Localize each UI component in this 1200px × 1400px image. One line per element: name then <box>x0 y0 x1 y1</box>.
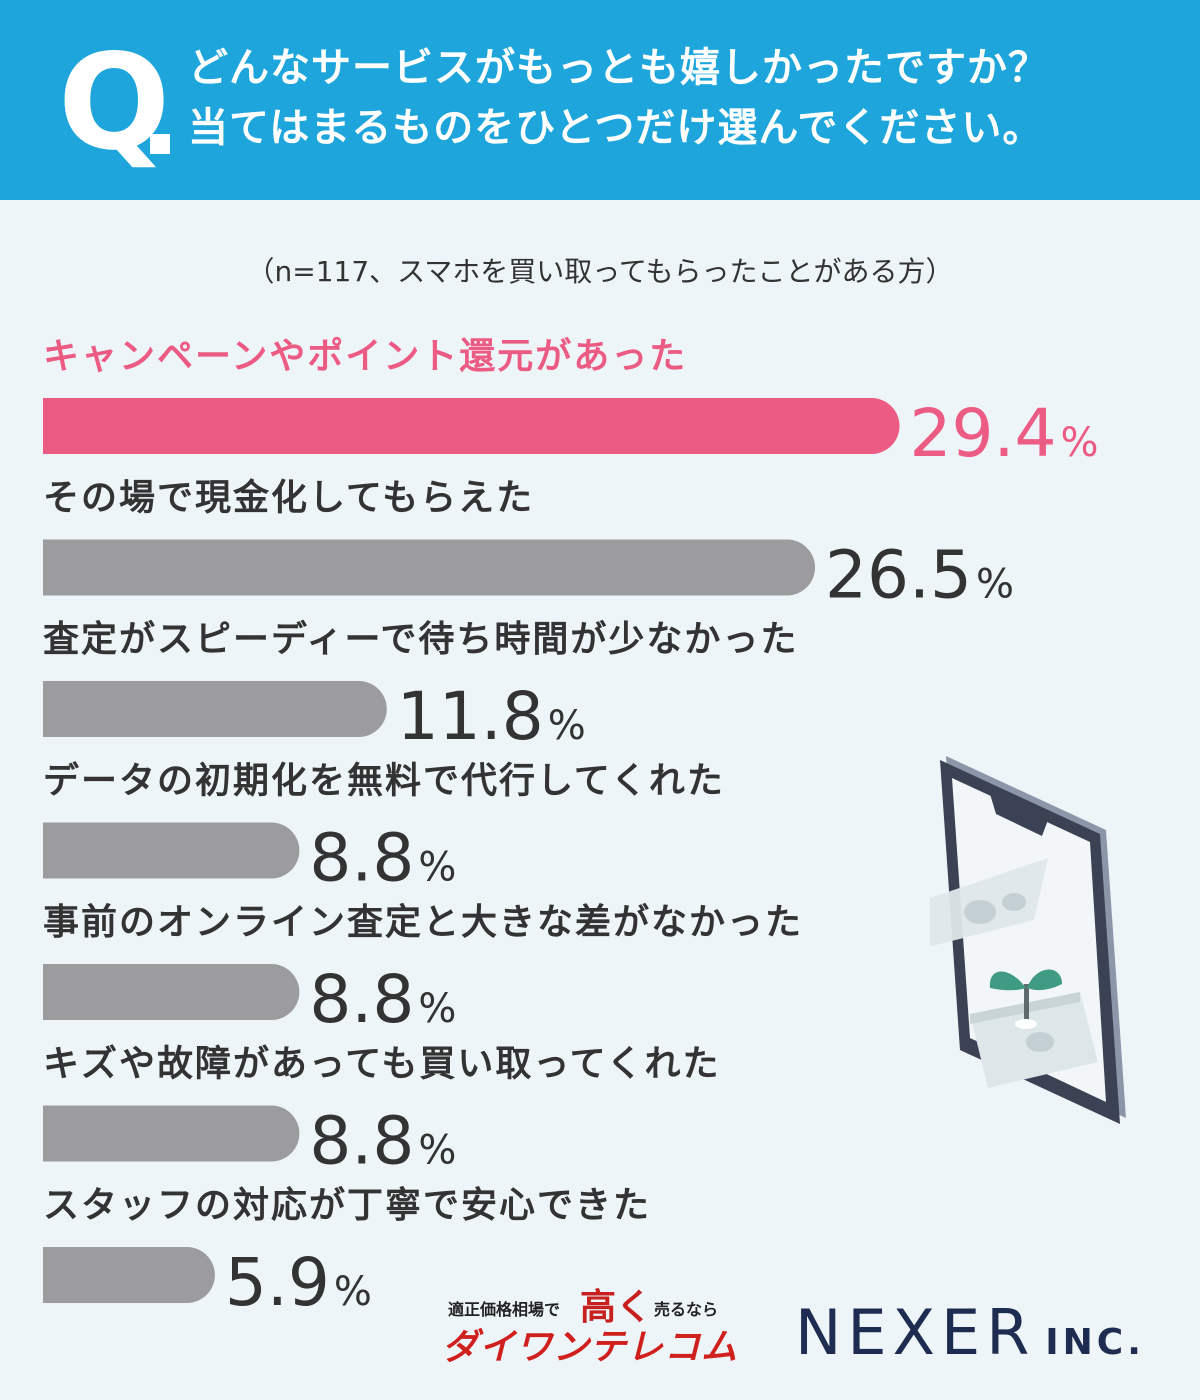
nexer-brand-suffix: INC. <box>1045 1322 1145 1363</box>
category-label-2: その場で現金化してもらえた <box>43 477 534 519</box>
bar-1 <box>43 398 900 454</box>
daiwan-tagline-emphasis: 高く <box>580 1286 653 1328</box>
question-line-1: どんなサービスがもっとも嬉しかったですか？ <box>188 45 1049 91</box>
nexer-logo: NEXER INC. <box>795 1296 1145 1369</box>
value-label-1: 29.4% <box>910 395 1099 472</box>
category-label-5: 事前のオンライン査定と大きな差がなかった <box>43 902 803 943</box>
category-label-7: スタッフの対応が丁寧で安心できた <box>43 1185 651 1226</box>
value-label-2: 26.5% <box>825 537 1014 614</box>
daiwan-tagline-left: 適正価格相場で <box>448 1300 561 1319</box>
bar-6 <box>43 1105 300 1162</box>
question-line-2: 当てはまるものをひとつだけ選んでください。 <box>188 105 1044 151</box>
q-mark-dot <box>150 134 170 154</box>
bar-4 <box>43 822 300 879</box>
daiwan-brand-name: ダイワンテレコム <box>442 1327 739 1368</box>
category-label-4: データの初期化を無料で代行してくれた <box>43 760 725 802</box>
value-label-6: 8.8% <box>309 1103 456 1180</box>
smartphone-illustration-icon <box>930 756 1126 1124</box>
value-label-3: 11.8% <box>397 678 586 755</box>
daiwan-telecom-logo: 適正価格相場で 高く 売るなら ダイワンテレコム <box>442 1282 742 1368</box>
category-label-3: 査定がスピーディーで待ち時間が少なかった <box>43 618 798 660</box>
bar-7 <box>43 1247 215 1303</box>
bar-2 <box>43 539 816 596</box>
category-label-1: キャンペーンやポイント還元があった <box>43 335 687 377</box>
bar-3 <box>43 681 387 738</box>
value-label-4: 8.8% <box>309 820 456 897</box>
question-header: Q どんなサービスがもっとも嬉しかったですか？ 当てはまるものをひとつだけ選んで… <box>0 0 1200 200</box>
nexer-brand-name: NEXER <box>795 1296 1036 1369</box>
bar-5 <box>43 964 300 1020</box>
value-label-7: 5.9% <box>225 1244 372 1321</box>
sample-note: （n=117、スマホを買い取ってもらったことがある方） <box>246 255 954 288</box>
value-label-5: 8.8% <box>309 961 456 1038</box>
daiwan-tagline-right: 売るなら <box>654 1300 719 1319</box>
category-label-6: キズや故障があっても買い取ってくれた <box>43 1043 721 1085</box>
